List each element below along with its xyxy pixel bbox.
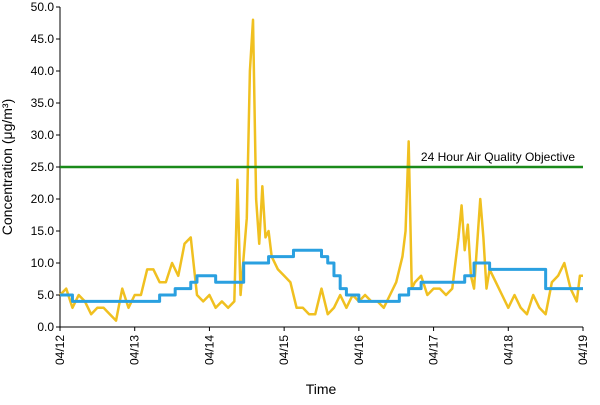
y-tick-label: 0.0 (37, 320, 54, 334)
y-tick-label: 25.0 (31, 160, 55, 174)
y-tick-label: 10.0 (31, 256, 55, 270)
y-tick-label: 45.0 (31, 32, 55, 46)
y-tick-label: 15.0 (31, 224, 55, 238)
x-tick-label: 04/14 (202, 335, 216, 365)
x-tick-label: 04/18 (501, 335, 515, 365)
x-tick-label: 04/15 (277, 335, 291, 365)
x-tick-label: 04/17 (427, 335, 441, 365)
series-line (60, 248, 583, 303)
y-tick-label: 40.0 (31, 64, 55, 78)
y-tick-label: 30.0 (31, 128, 55, 142)
x-tick-label: 04/13 (128, 335, 142, 365)
y-tick-label: 35.0 (31, 96, 55, 110)
y-tick-label: 50.0 (31, 0, 55, 14)
y-tick-label: 20.0 (31, 192, 55, 206)
x-tick-label: 04/19 (576, 335, 590, 365)
y-axis-label: Concentration (μg/m³) (0, 99, 15, 235)
x-tick-label: 04/12 (53, 335, 67, 365)
annotation: 24 Hour Air Quality Objective (421, 150, 575, 164)
series-line (59, 18, 583, 322)
x-tick-label: 04/16 (352, 335, 366, 365)
x-axis-label: Time (306, 381, 337, 397)
y-tick-label: 5.0 (37, 288, 54, 302)
